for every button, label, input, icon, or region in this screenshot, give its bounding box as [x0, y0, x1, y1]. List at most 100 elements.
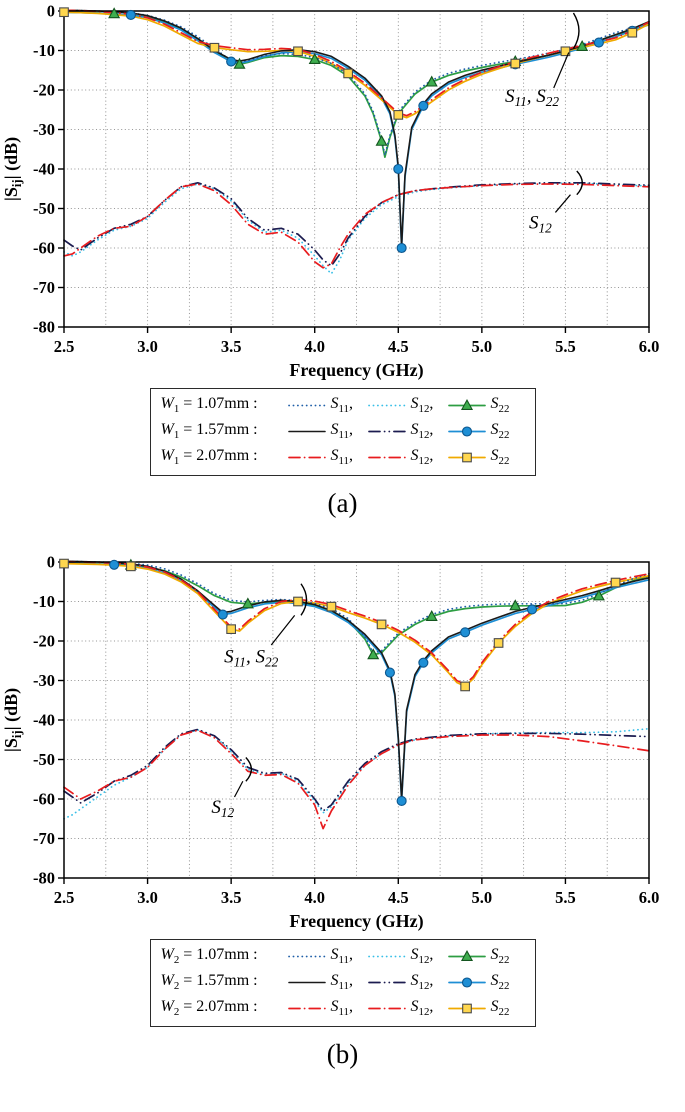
circle-marker [396, 795, 407, 807]
annotation-pointer-line [270, 614, 296, 646]
series-lines [63, 9, 650, 275]
subfigure-a: 2.5 3.0 3.5 4.0 4.5 5.0 5.5 6.0 0 -10 -20 -30 -40 -50… [0, 2, 685, 519]
legend-series-label: S22 [490, 945, 510, 967]
markers-s22-w1-207 [59, 7, 638, 120]
chart-b-legend: W2 = 1.07mm : S11, S12, S22 W2 = 1.57mm : S11… [149, 939, 536, 1027]
y-tick-label: 0 [47, 2, 55, 21]
legend-series-label: S11, [330, 971, 353, 993]
series-line-s22-w1-157 [63, 11, 650, 249]
legend-param-label: W2 = 1.57mm : [160, 971, 258, 993]
y-tick-label: -40 [33, 711, 55, 730]
legend-row: W1 = 1.57mm : S11, S12, S22 [161, 418, 525, 444]
square-marker [209, 42, 220, 53]
square-marker [560, 46, 571, 57]
annotation-label: S12 [529, 212, 552, 235]
y-tick-label: -70 [33, 278, 55, 297]
triangle-marker [241, 597, 254, 609]
x-tick-label: 3.0 [137, 337, 158, 356]
chart-a-legend: W1 = 1.07mm : S11, S12, S22 W1 = 1.57mm : S11… [149, 388, 536, 476]
circle-marker [461, 425, 472, 437]
caption-b: (b) [326, 1039, 359, 1069]
x-tick-label: 5.5 [555, 888, 576, 907]
series-line-s12-w1-107 [63, 182, 650, 275]
triangle-marker [509, 599, 522, 611]
y-tick-label: -30 [33, 120, 55, 139]
x-tick-label: 2.5 [54, 888, 75, 907]
y-tick-label: -30 [33, 671, 55, 690]
square-marker [293, 46, 303, 57]
x-tick-label: 4.0 [304, 888, 325, 907]
x-tick-label: 2.5 [54, 337, 75, 356]
subfigure-b: 2.5 3.0 3.5 4.0 4.5 5.0 5.5 6.0 0 -10 -20 -30 -40 -50… [0, 553, 685, 1070]
legend-row: W2 = 1.07mm : S11, S12, S22 [161, 943, 525, 969]
legend-line-sample-s12-w1-157 [367, 430, 406, 432]
legend-row: W2 = 2.07mm : S11, S12, S22 [161, 995, 525, 1021]
annotation-brace [572, 12, 580, 49]
legend-line-sample-s12-w1-207 [367, 456, 406, 458]
series-line-s22-w2-207 [63, 562, 650, 688]
square-marker [376, 619, 387, 630]
annotation: S11, S22 [505, 12, 580, 109]
x-tick-label: 5.5 [555, 337, 576, 356]
legend-series-label: S11, [330, 420, 353, 442]
legend-line-sample-s22-w1-207 [447, 452, 486, 462]
circle-marker [460, 627, 471, 638]
legend-line-sample-s12-w2-157 [367, 981, 406, 983]
annotation-brace [300, 583, 308, 616]
legend-row: W1 = 2.07mm : S11, S12, S22 [161, 444, 525, 470]
grid [63, 561, 650, 879]
legend-line-sample-s11-w1-157 [287, 430, 326, 432]
legend-series-label: S22 [490, 997, 510, 1019]
y-tick-label: -80 [33, 318, 55, 337]
circle-marker [418, 657, 429, 668]
triangle-marker [592, 589, 605, 601]
legend-series-label: S22 [490, 446, 510, 468]
legend-series-label: S12, [410, 945, 434, 967]
square-marker [226, 624, 236, 634]
square-marker [393, 110, 404, 120]
annotation-label: S11, S22 [505, 86, 559, 109]
triangle-marker [108, 7, 121, 19]
series-line-s11-w1-207 [63, 9, 650, 117]
grid [63, 10, 650, 328]
circle-marker [217, 609, 228, 620]
legend-line-sample-s11-w2-107 [287, 955, 326, 957]
series-markers [59, 7, 638, 254]
series-line-s11-w1-157 [63, 9, 650, 247]
circle-marker [226, 56, 237, 67]
series-markers [59, 558, 621, 807]
triangle-marker [308, 53, 321, 65]
legend-line-sample-s11-w1-107 [287, 404, 326, 406]
legend-line-sample-s11-w2-207 [287, 1007, 326, 1009]
series-line-s12-w1-207 [63, 183, 650, 269]
annotation: S12 [211, 757, 253, 820]
triangle-marker [375, 134, 388, 146]
annotation-brace [576, 170, 583, 196]
legend-line-sample-s22-w2-107 [447, 949, 486, 961]
triangle-marker [425, 75, 438, 87]
y-axis-label: |Sij| (dB) [1, 137, 24, 201]
circle-marker [109, 559, 120, 570]
markers-s22-w2-157 [109, 559, 538, 807]
square-marker [610, 577, 621, 588]
y-tick-label: -20 [33, 632, 55, 651]
legend-line-sample-s22-w1-107 [447, 398, 486, 410]
legend-series-label: S12, [410, 997, 434, 1019]
legend-series-label: S11, [330, 446, 353, 468]
y-tick-label: -50 [33, 199, 55, 218]
legend-line-sample-s12-w1-107 [367, 404, 406, 406]
caption-a: (a) [327, 488, 358, 518]
legend-series-label: S12, [410, 971, 434, 993]
series-line-s11-w1-107 [63, 9, 650, 157]
legend-series-label: S22 [490, 971, 510, 993]
x-axis-label: Frequency (GHz) [289, 911, 423, 932]
square-marker [293, 596, 303, 607]
series-line-s22-w1-107 [63, 11, 650, 159]
circle-marker [526, 604, 538, 615]
markers-s22-w1-157 [125, 9, 638, 254]
x-axis-label: Frequency (GHz) [289, 360, 423, 381]
x-tick-label: 4.5 [388, 888, 409, 907]
triangle-marker [576, 40, 589, 51]
y-tick-label: -60 [33, 239, 55, 258]
y-tick-label: 0 [47, 553, 55, 572]
